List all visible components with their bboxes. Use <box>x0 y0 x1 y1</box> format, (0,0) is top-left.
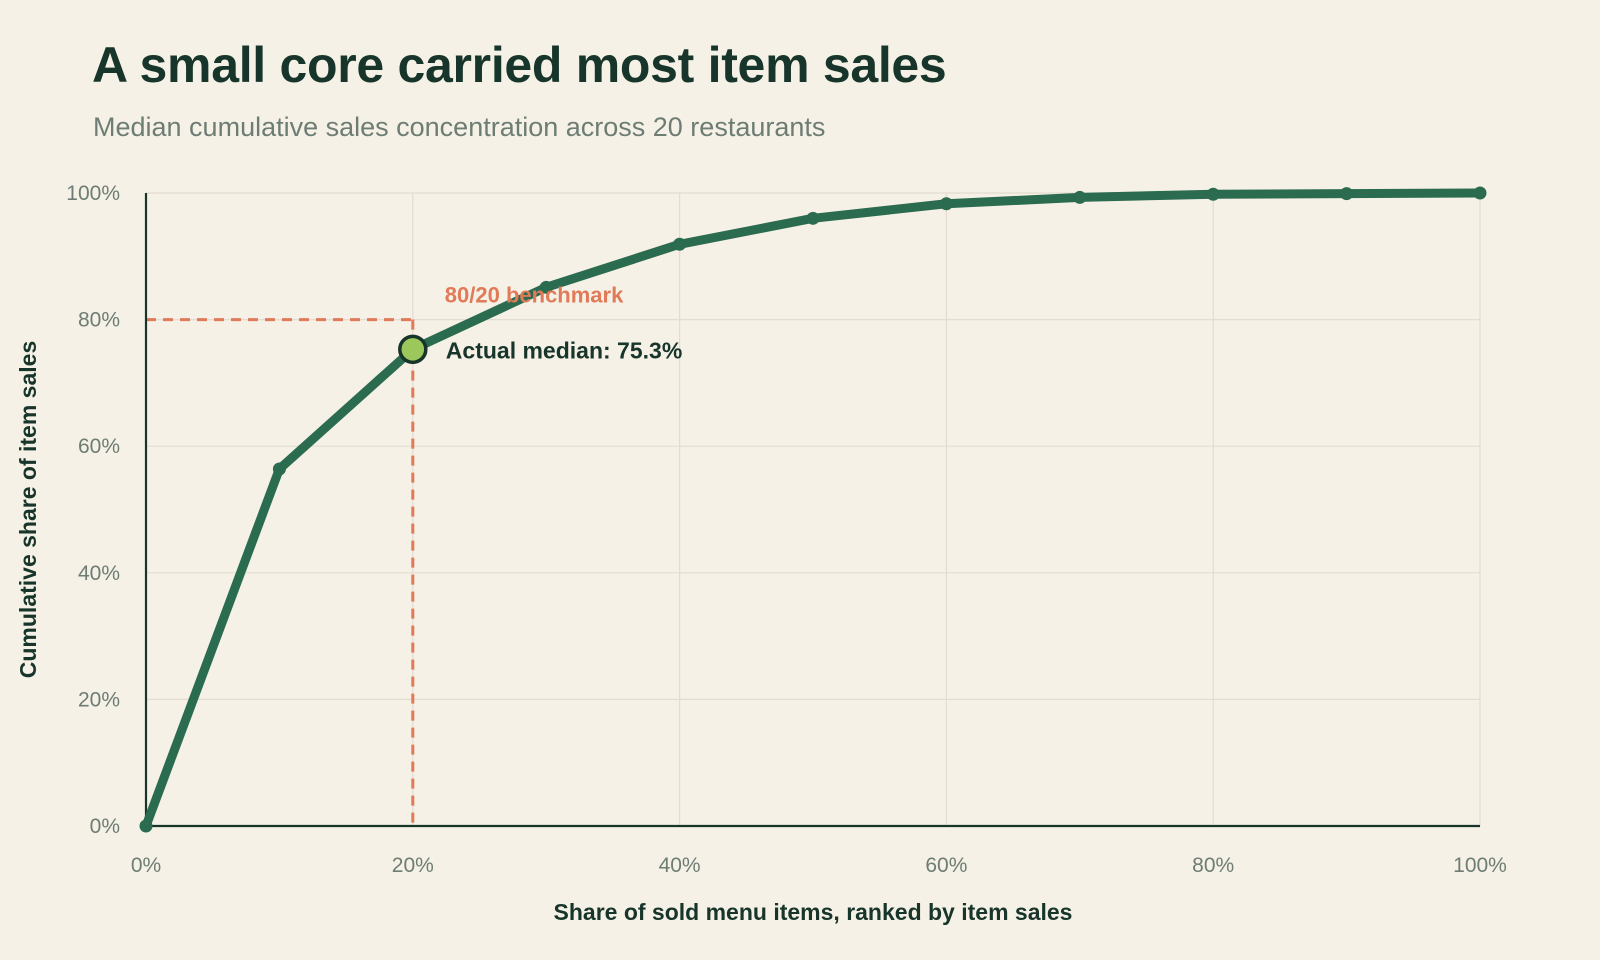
y-tick-label: 0% <box>90 815 120 838</box>
x-axis-title: Share of sold menu items, ranked by item… <box>554 899 1073 925</box>
data-point <box>1206 187 1220 201</box>
data-point <box>1340 187 1354 201</box>
tick-labels: 0% 20% 40% 60% 80% 100% 0% 20% 40% 60% 80% 100% Shar… <box>15 182 1507 925</box>
y-tick-label: 60% <box>78 435 120 458</box>
x-tick-label: 40% <box>659 854 701 877</box>
data-point <box>272 462 286 476</box>
data-point <box>539 280 553 294</box>
x-tick-label: 0% <box>131 854 161 877</box>
data-point <box>1073 190 1087 204</box>
chart-title: A small core carried most item sales <box>92 37 947 93</box>
data-point <box>673 237 687 251</box>
grid-lines <box>145 192 1481 827</box>
y-tick-label: 100% <box>66 182 120 205</box>
series-layer <box>139 186 1487 833</box>
data-point <box>806 211 820 225</box>
axes <box>144 193 1480 828</box>
x-tick-label: 100% <box>1453 854 1507 877</box>
benchmark-label: 80/20 benchmark <box>445 283 624 308</box>
cumulative-share-line <box>141 188 1485 831</box>
y-tick-label: 20% <box>78 688 120 711</box>
actual-median-label: Actual median: 75.3% <box>446 337 682 363</box>
x-tick-label: 20% <box>392 854 434 877</box>
annotations: 80/20 benchmark Actual median: 75.3% <box>445 283 682 364</box>
y-tick-label: 40% <box>78 562 120 585</box>
benchmark-guides <box>146 318 415 826</box>
x-tick-label: 80% <box>1192 854 1234 877</box>
x-tick-label: 60% <box>925 854 967 877</box>
data-point <box>1473 186 1487 200</box>
chart-subtitle: Median cumulative sales concentration ac… <box>93 112 826 142</box>
y-axis-title: Cumulative share of item sales <box>15 341 41 678</box>
actual-median-marker <box>398 334 428 365</box>
data-point <box>939 197 953 211</box>
y-tick-label: 80% <box>78 309 120 332</box>
data-point <box>139 819 153 833</box>
